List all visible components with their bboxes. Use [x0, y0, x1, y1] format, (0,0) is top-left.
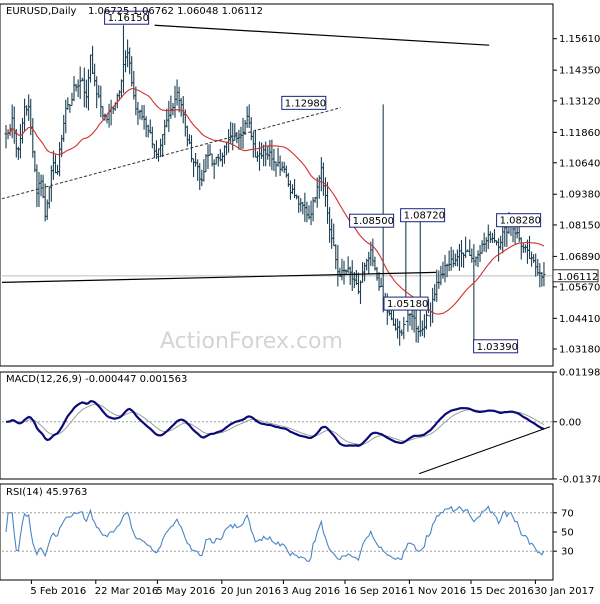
macd-panel-frame	[0, 371, 554, 480]
rsi-line	[5, 505, 545, 563]
price-y-tick-label: 1.13120	[559, 96, 600, 107]
price-y-tick-label: 1.05670	[559, 282, 600, 293]
level-annotation: 1.08720	[400, 208, 446, 223]
level-annotation: 1.05180	[383, 296, 429, 311]
price-header: EURUSD,Daily 1.06725 1.06762 1.06048 1.0…	[6, 6, 263, 17]
level-annotation-box	[473, 339, 519, 354]
last-price-box	[552, 269, 599, 283]
macd-y-tick-label: 0.011982	[559, 368, 600, 379]
macd-y-tick-label: 0.00	[559, 417, 581, 428]
x-tick-label: 16 Sep 2016	[344, 586, 407, 597]
macd-title: MACD(12,26,9) -0.000447 0.001563	[6, 374, 187, 385]
price-y-tick-label: 1.11860	[559, 128, 600, 139]
level-annotation: 1.12980	[281, 95, 327, 110]
level-annotation: 1.08500	[349, 213, 395, 228]
rsi-y-axis: 70 50 30	[553, 508, 574, 558]
rsi-y-tick-label: 70	[561, 508, 574, 519]
ohlc-bar	[542, 262, 546, 287]
price-y-tick-label: 1.06890	[559, 252, 600, 263]
price-panel-frame	[0, 3, 554, 367]
x-tick-label: 22 Mar 2016	[95, 586, 158, 597]
macd-lines	[2, 400, 553, 475]
ma-series-line	[5, 88, 545, 315]
annotations: 1.16150 1.12980 1.08500 1.08720 1.05180 1.033…	[104, 10, 542, 354]
level-annotation-label: 1.03390	[477, 342, 518, 353]
level-annotation-box	[400, 208, 446, 223]
last-price-label: 1.06112	[557, 272, 598, 283]
level-annotation-box	[281, 95, 327, 110]
rsi-y-tick-label: 30	[561, 547, 574, 558]
x-tick-label: 20 Jun 2016	[221, 586, 281, 597]
price-y-tick-label: 1.14350	[559, 66, 600, 77]
price-y-tick-label: 1.10640	[559, 158, 600, 169]
x-tick-label: 3 Aug 2016	[282, 586, 340, 597]
macd-line	[5, 400, 545, 447]
x-tick-label: 30 Jan 2017	[534, 586, 594, 597]
x-tick-label: 5 Feb 2016	[30, 586, 86, 597]
price-y-tick-label: 1.09380	[559, 190, 600, 201]
macd-y-tick-label: -0.013788	[559, 474, 600, 485]
price-header-values: 1.06725 1.06762 1.06048 1.06112	[88, 6, 263, 17]
watermark: ActionForex.com	[160, 329, 343, 354]
x-tick-label: 1 Nov 2016	[408, 586, 466, 597]
support-trend-line	[1, 271, 437, 283]
level-annotation-box	[383, 296, 429, 311]
level-annotation: 1.08280	[496, 213, 542, 228]
level-annotation-box	[349, 213, 395, 228]
price-header-symbol: EURUSD,Daily	[6, 6, 77, 17]
level-annotation-box	[104, 10, 150, 25]
x-tick-label: 15 Dec 2016	[470, 586, 534, 597]
level-annotation-label: 1.08720	[404, 211, 445, 222]
ma-line	[5, 88, 545, 315]
price-y-axis: 1.15610 1.14350 1.13120 1.11860 1.10640 1.093…	[552, 34, 600, 356]
level-annotation-label: 1.05180	[387, 299, 428, 310]
level-annotation: 1.03390	[473, 339, 519, 354]
trend-lines	[1, 24, 490, 283]
level-annotation-label: 1.12980	[285, 98, 326, 109]
price-y-tick-label: 1.15610	[559, 34, 600, 45]
rsi-y-tick-label: 50	[561, 528, 574, 539]
dashed-trend-line	[1, 107, 341, 200]
price-y-tick-label: 1.03180	[559, 345, 600, 356]
level-annotation-label: 1.16150	[108, 13, 149, 24]
macd-y-axis: 0.011982 0.00 -0.013788	[553, 368, 600, 485]
rsi-title: RSI(14) 45.9763	[6, 487, 87, 498]
x-tick-label: 5 May 2016	[156, 586, 215, 597]
level-annotation-label: 1.08280	[500, 216, 541, 227]
price-y-tick-label: 1.04410	[559, 314, 600, 325]
level-annotation-box	[496, 213, 542, 228]
resistance-trend-line	[154, 24, 490, 46]
level-annotation-label: 1.08500	[353, 216, 394, 227]
level-annotation: 1.16150	[104, 10, 150, 25]
rsi-lines	[2, 505, 553, 563]
macd-trend-line	[419, 426, 551, 475]
price-y-tick-label: 1.08150	[559, 220, 600, 231]
